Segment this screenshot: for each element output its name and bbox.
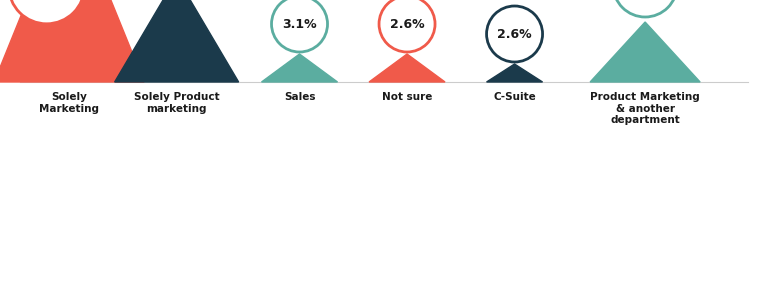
Ellipse shape	[8, 0, 84, 24]
Text: 2.6%: 2.6%	[497, 27, 532, 41]
Text: C-Suite: C-Suite	[493, 92, 536, 102]
Ellipse shape	[613, 0, 677, 17]
Ellipse shape	[379, 0, 435, 52]
Polygon shape	[487, 64, 542, 82]
Polygon shape	[262, 54, 337, 82]
Polygon shape	[114, 0, 239, 82]
Text: Not sure: Not sure	[382, 92, 432, 102]
Polygon shape	[0, 0, 144, 82]
Polygon shape	[590, 22, 700, 82]
Text: 3.1%: 3.1%	[282, 18, 317, 30]
Text: Sales: Sales	[283, 92, 316, 102]
Ellipse shape	[487, 6, 542, 62]
Text: Solely
Marketing: Solely Marketing	[39, 92, 99, 114]
Text: Solely Product
marketing: Solely Product marketing	[134, 92, 220, 114]
Polygon shape	[369, 54, 445, 82]
Text: 2.6%: 2.6%	[389, 18, 425, 30]
Ellipse shape	[272, 0, 327, 52]
Text: Product Marketing
& another
department: Product Marketing & another department	[591, 92, 700, 125]
